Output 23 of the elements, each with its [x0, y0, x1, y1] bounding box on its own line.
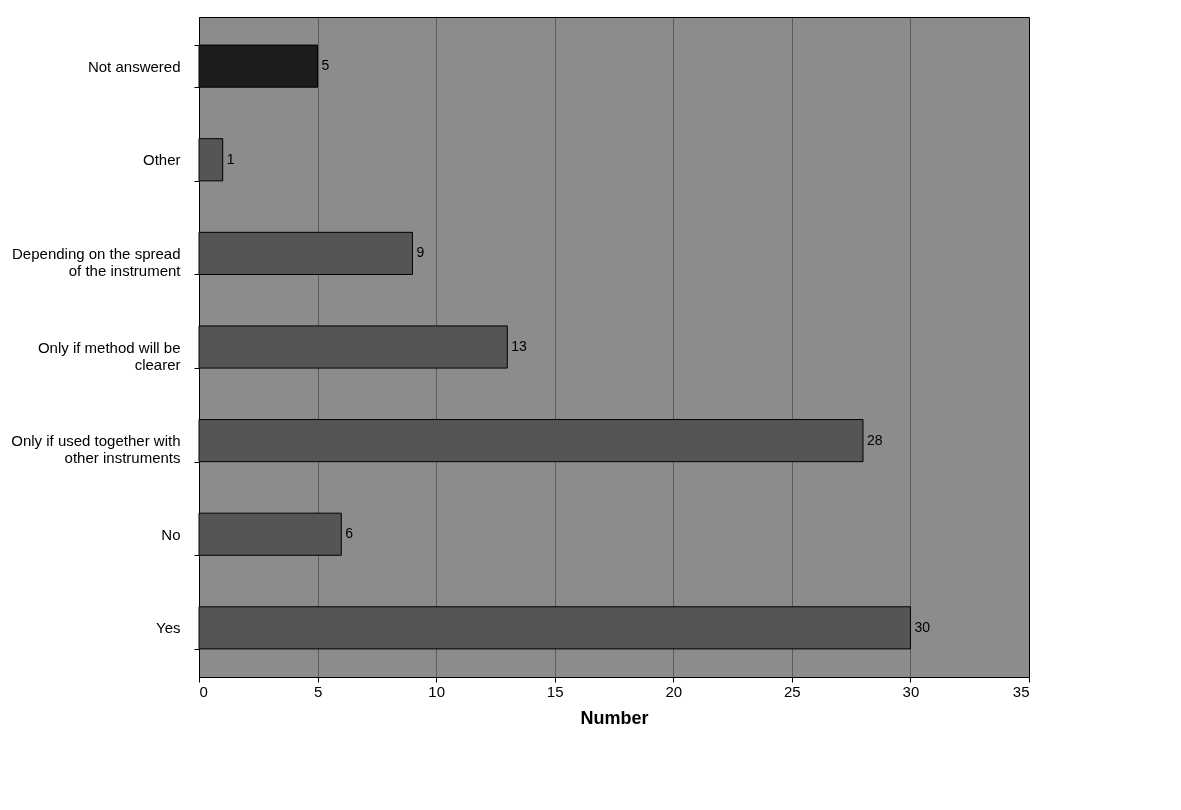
x-tick-label: 25: [784, 682, 801, 700]
x-tick-label: 20: [665, 682, 683, 700]
y-tick-label: Other: [142, 151, 181, 169]
y-tick-label: Only if used together with other instruments: [11, 432, 181, 467]
data-label: 13: [511, 338, 528, 354]
x-tick-label: 5: [313, 682, 323, 700]
x-tick-label: 15: [546, 682, 564, 700]
x-tick-label: 35: [1012, 682, 1030, 700]
data-label: 6: [345, 525, 354, 542]
data-label: 1: [226, 150, 235, 167]
data-label: 9: [416, 244, 425, 261]
y-tick-label: Not answered: [87, 57, 181, 75]
y-tick-label: No: [161, 525, 181, 543]
y-tick-label: Yes: [156, 619, 181, 637]
data-label: 5: [321, 57, 330, 74]
x-tick-label: 30: [902, 682, 920, 700]
data-label: 28: [867, 431, 883, 448]
data-label: 30: [914, 618, 931, 635]
x-tick-label: 0: [199, 682, 208, 700]
x-tick-label: 10: [428, 682, 445, 700]
x-axis-title: Number: [580, 707, 649, 728]
y-tick-label: Only if method will be clearer: [37, 338, 181, 373]
y-tick-label: Depending on the spread of the instrument: [12, 244, 182, 279]
